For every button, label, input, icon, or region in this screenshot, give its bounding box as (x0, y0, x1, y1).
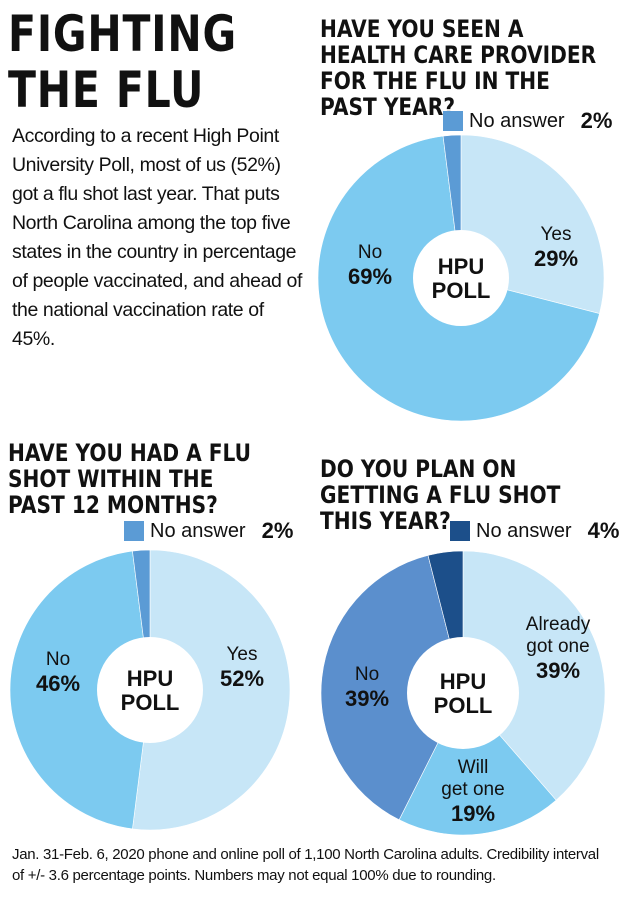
chart-1-title: HAVE YOU SEEN A HEALTH CARE PROVIDER FOR… (320, 15, 597, 121)
chart-2-slice-no (9, 550, 151, 830)
chart-3-slice-no (320, 555, 464, 821)
legend-swatch (124, 521, 144, 541)
chart-2-center-hole (97, 637, 203, 743)
slice-label-text: Already (526, 614, 591, 635)
legend-value: 2% (580, 108, 613, 133)
chart-1-center-label: HPU (438, 254, 484, 279)
chart-3-legend: No answer 4% (450, 518, 619, 544)
slice-label-text: got one (526, 636, 589, 657)
footnote: Jan. 31-Feb. 6, 2020 phone and online po… (12, 846, 599, 884)
slice-label-text: get one (441, 779, 504, 800)
chart-2-title: HAVE YOU HAD A FLU SHOT WITHIN THE PAST … (8, 439, 252, 519)
slice-label-text: Yes (227, 644, 258, 665)
legend-value: 4% (587, 518, 620, 543)
slice-label-text: No (358, 242, 382, 263)
slice-value-text: 39% (345, 686, 389, 711)
page-title-line-2: THE FLU (8, 61, 205, 119)
chart-1-center-label: POLL (432, 278, 491, 303)
page-title-line-1: FIGHTING (8, 5, 237, 63)
chart-3-slice-already-got-one (462, 550, 606, 801)
slice-value-text: 29% (534, 246, 578, 271)
legend-label: No answer (476, 519, 572, 542)
chart-1-center-hole (413, 230, 509, 326)
chart-2-center-label: HPU (127, 666, 173, 691)
slice-label-text: Yes (541, 224, 572, 245)
page-title: FIGHTING THE FLU (8, 6, 246, 118)
legend-label: No answer (469, 109, 565, 132)
slice-value-text: 46% (36, 671, 80, 696)
chart-3-title: DO YOU PLAN ON GETTING A FLU SHOT THIS Y… (320, 455, 561, 535)
intro-text: According to a recent High Point Univers… (12, 125, 302, 350)
slice-value-text: 39% (536, 658, 580, 683)
legend-swatch (443, 111, 463, 131)
chart-2-slice-yes (132, 549, 291, 831)
legend-value: 2% (261, 518, 294, 543)
slice-label-text: No (355, 664, 379, 685)
chart-3-slice-will-get-one (398, 692, 557, 836)
chart-3-center-hole (407, 637, 519, 749)
slice-value-text: 19% (451, 801, 495, 826)
chart-2-legend: No answer 2% (124, 518, 293, 544)
slice-value-text: 69% (348, 264, 392, 289)
legend-label: No answer (150, 519, 246, 542)
slice-label-text: Will (458, 757, 489, 778)
chart-1-legend: No answer 2% (443, 108, 612, 134)
chart-3-center-label: POLL (434, 693, 493, 718)
chart-3-center-label: HPU (440, 669, 486, 694)
slice-label-text: No (46, 649, 70, 670)
chart-2-center-label: POLL (121, 690, 180, 715)
slice-value-text: 52% (220, 666, 264, 691)
legend-swatch (450, 521, 470, 541)
